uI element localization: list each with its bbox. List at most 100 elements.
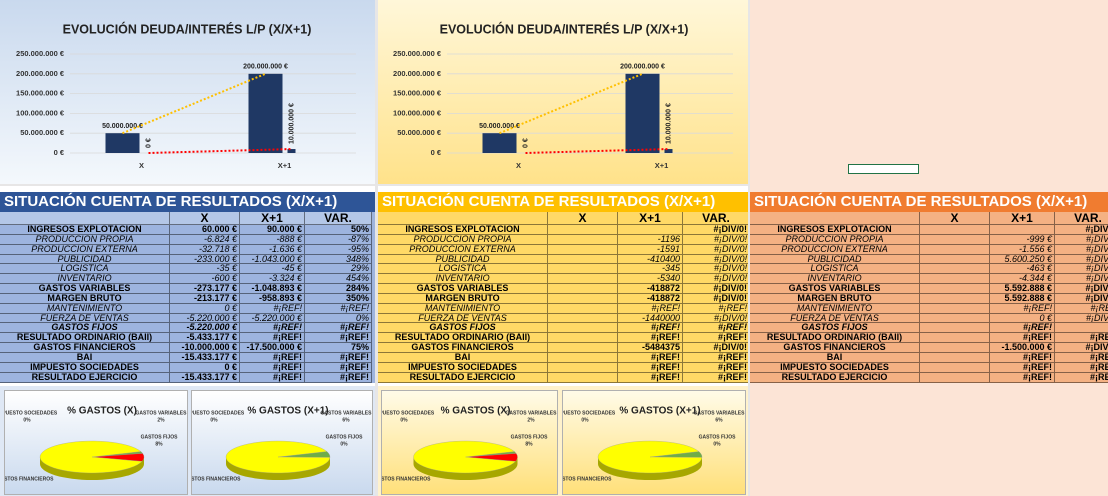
cell: -32.718 € <box>170 244 240 255</box>
table-row: INGRESOS EXPLOTACIÓN 60.000 €90.000 €50% <box>0 225 372 235</box>
slice-label: GASTOS FIJOS <box>511 434 549 440</box>
cell: #¡REF! <box>305 333 372 344</box>
trendline <box>122 72 266 135</box>
cell: -5.220.000 € <box>240 313 305 324</box>
slice-value: 0% <box>210 417 218 423</box>
row-label: IMPUESTO SOCIEDADES <box>378 362 548 373</box>
bar <box>248 73 283 153</box>
slice-label: GASTOS FIJOS <box>141 434 179 440</box>
row-label: PRODUCCIÓN EXTERNA <box>378 244 548 255</box>
cell: -5.220.000 € <box>170 313 240 324</box>
row-label: PUBLICIDAD <box>750 254 920 265</box>
header-cell: X <box>920 212 990 225</box>
value-label: 10.000.000 € <box>665 103 672 144</box>
cell: #¡REF! <box>990 362 1055 373</box>
table-row: RESULTADO EJERCICIO #¡REF!#¡REF! <box>378 372 748 383</box>
row-label: GASTOS VARIABLES <box>378 284 548 294</box>
table-row: RESULTADO EJERCICIO -15.433.177 € #¡REF! #¡… <box>0 372 372 383</box>
cell: 90.000 € <box>240 225 305 235</box>
cell <box>548 254 618 265</box>
selected-cell[interactable] <box>848 164 919 174</box>
row-label: PRODUCCIÓN PROPIA <box>378 234 548 245</box>
cell: #¡REF! <box>683 333 748 344</box>
cell: 5.600.250 € <box>990 254 1055 265</box>
value-label: 200.000.000 € <box>243 64 288 71</box>
chart-title: % GASTOS (X+1) <box>247 406 328 417</box>
table-row: INVENTARIO -600 € -3.324 €454% <box>0 274 372 285</box>
slice-label: GASTOS FINANCIEROS <box>191 476 241 482</box>
table-row: GASTOS FIJOS -5.220.000 € #¡REF! #¡REF! <box>0 323 372 334</box>
bar-chart: EVOLUCIÓN DEUDA/INTERÉS L/P (X/X+1) 0 € 50… <box>16 21 356 170</box>
cell: #¡REF! <box>305 303 372 314</box>
slice-value: 2% <box>157 417 165 423</box>
cell: #¡DIV/0! <box>1055 235 1108 245</box>
cell: -1.048.893 € <box>240 284 305 294</box>
cell: -1591 <box>618 244 683 255</box>
cell: 5.592.888 € <box>990 293 1055 304</box>
cell: 350% <box>305 293 372 304</box>
x-tick-label: X <box>516 161 521 170</box>
table-row: PRODUCCIÓN PROPIA -999 €#¡DIV/0! <box>750 234 1108 245</box>
cell: -4.344 € <box>990 274 1055 285</box>
row-label: INVENTARIO <box>750 274 920 285</box>
value-label: 0 € <box>145 138 152 148</box>
table-row: PUBLICIDAD 5.600.250 €#¡DIV/0! <box>750 254 1108 265</box>
slice-value: 6% <box>342 417 350 423</box>
y-tick-label: 50.000.000 € <box>397 128 442 137</box>
cell: -273.177 € <box>170 284 240 294</box>
cell: #¡REF! <box>305 352 372 363</box>
row-label: LOGÍSTICA <box>750 264 920 275</box>
cell <box>548 362 618 373</box>
header-row: X X+1 VAR. <box>750 212 1108 225</box>
table-row: PRODUCCIÓN PROPIA -6.824 € -888 € -87% <box>0 234 372 245</box>
row-label: PUBLICIDAD <box>0 254 170 265</box>
table-row: BAI #¡REF!#¡REF! <box>750 352 1108 363</box>
row-label: RESULTADO EJERCICIO <box>0 372 170 383</box>
table-row: PUBLICIDAD -233.000 € -1.043.000 €348% <box>0 254 372 265</box>
y-tick-label: 250.000.000 € <box>393 49 442 58</box>
cell: #¡DIV/0! <box>1055 314 1108 324</box>
cell: -999 € <box>990 234 1055 245</box>
cell: #¡DIV/0! <box>1055 343 1108 353</box>
row-label: GASTOS FINANCIEROS <box>0 343 170 353</box>
slice-label: GASTOS FIJOS <box>699 434 737 440</box>
cell: #¡REF! <box>1055 373 1108 383</box>
table-row: PUBLICIDAD -410400 #¡DIV/0! <box>378 254 748 265</box>
cell <box>548 333 618 344</box>
slice-value: 0% <box>581 417 589 423</box>
table-row: GASTOS FINANCIEROS -1.500.000 €#¡DIV/0! <box>750 343 1108 353</box>
cell <box>920 284 990 294</box>
row-label: INGRESOS EXPLOTACIÓN <box>750 225 920 235</box>
cell: -17.500.000 € <box>240 343 305 353</box>
table-row: BAI #¡REF!#¡REF! <box>378 352 748 363</box>
slice-value: 8% <box>155 441 163 447</box>
slice-label: GASTOS FINANCIEROS <box>4 476 54 482</box>
header-row: X X+1 VAR. <box>378 212 748 225</box>
cell: -345 <box>618 264 683 275</box>
cell: 0 € <box>170 362 240 373</box>
row-label: BAI <box>0 352 170 363</box>
cell: 50% <box>305 225 372 235</box>
pie-chart: % GASTOS (X+1)IMPUESTO SOCIEDADES0%GASTO… <box>191 390 373 495</box>
row-label: FUERZA DE VENTAS <box>0 313 170 324</box>
table-row: GASTOS FINANCIEROS -10.000.000 € -17.500.0… <box>0 343 372 353</box>
cell <box>618 225 683 235</box>
slice-value: 8% <box>525 441 533 447</box>
row-label: MARGEN BRUTO <box>750 293 920 304</box>
cell: #¡REF! <box>240 362 305 373</box>
table-row: IMPUESTO SOCIEDADES #¡REF!#¡REF! <box>378 362 748 373</box>
cell: -5484375 <box>618 343 683 353</box>
slice-value: 0% <box>400 417 408 423</box>
cell: -15.433.177 € <box>170 372 240 383</box>
table-row: BAI -15.433.177 € #¡REF! #¡REF! <box>0 352 372 363</box>
cell <box>920 264 990 275</box>
cell: #¡REF! <box>1055 333 1108 344</box>
row-label: MARGEN BRUTO <box>378 293 548 304</box>
header-cell: VAR. <box>305 212 372 225</box>
cell: -1440000 <box>618 313 683 324</box>
cell: -888 € <box>240 234 305 245</box>
cell: 454% <box>305 274 372 285</box>
cell: #¡REF! <box>240 352 305 363</box>
